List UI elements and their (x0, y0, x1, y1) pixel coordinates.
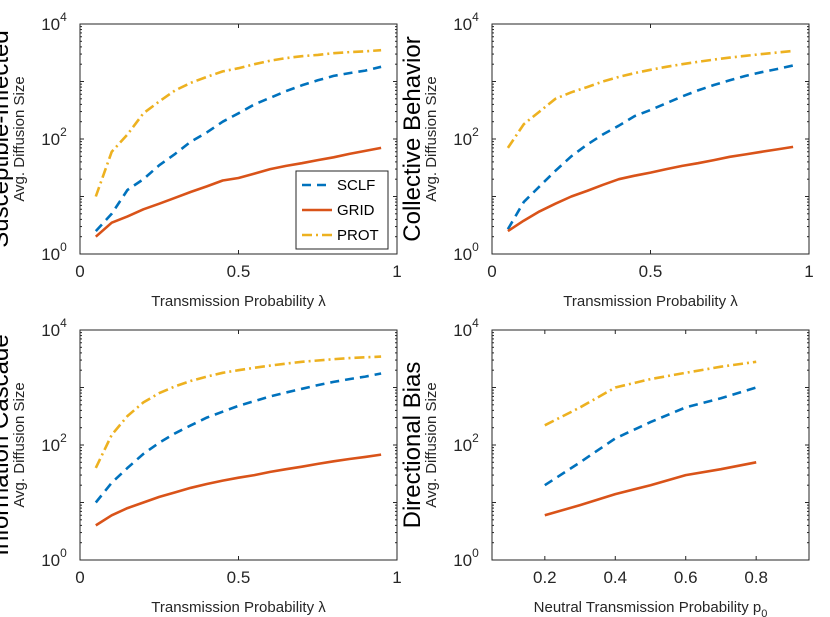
x-tick-label: 0.2 (533, 568, 557, 587)
legend-label-prot: PROT (337, 227, 379, 244)
y-tick-label: 104 (41, 316, 67, 340)
series-line-prot (94, 355, 382, 469)
panel-title: Directional Bias (399, 362, 426, 529)
panel-title: Collective Behavior (399, 36, 426, 241)
x-tick-label: 0 (487, 262, 496, 281)
x-tick-label: 0 (75, 262, 84, 281)
series-line-grid (507, 145, 794, 233)
y-tick-label: 102 (41, 125, 67, 149)
x-axis-label: Neutral Transmission Probability p0 (534, 599, 768, 617)
panel-title: Information Cascade (0, 334, 14, 555)
series-line-prot (94, 48, 382, 197)
series-line-prot (506, 49, 794, 149)
series-line-sclf (94, 65, 382, 232)
x-tick-label: 0.5 (227, 262, 251, 281)
plot-area (491, 23, 810, 255)
y-tick-label: 104 (41, 10, 67, 34)
chart-panel-2: 0 0.5 1 100 102 104 Transmission Probability λ… (399, 10, 814, 310)
x-tick-label: 0.6 (674, 568, 698, 587)
y-tick-label: 104 (453, 316, 479, 340)
plot-area (79, 329, 398, 561)
series-line-sclf (94, 372, 382, 504)
legend: SCLF GRID PROT (295, 170, 389, 250)
legend-label-sclf: SCLF (337, 177, 375, 194)
series-line-grid (544, 461, 757, 517)
chart-panel-4: 0.2 0.4 0.6 0.8 100 102 104 Neutral Transmissio… (399, 316, 810, 617)
y-axis-label: Avg. Diffusion Size (11, 382, 28, 507)
x-tick-label: 1 (804, 262, 813, 281)
series-line-grid (94, 146, 382, 238)
y-tick-label: 100 (41, 240, 67, 264)
y-axis-label: Avg. Diffusion Size (423, 76, 440, 201)
y-tick-label: 100 (41, 546, 67, 570)
y-tick-label: 100 (453, 546, 479, 570)
legend-label-grid: GRID (337, 202, 375, 219)
x-tick-label: 0.5 (227, 568, 251, 587)
plot-area (491, 329, 810, 561)
series-line-prot (544, 360, 757, 427)
x-tick-label: 1 (392, 568, 401, 587)
panel-title: Susceptible-Infected (0, 30, 14, 247)
chart-panel-1: 0 0.5 1 100 102 104 Transmission Probability λ… (0, 10, 402, 310)
x-tick-label: 0.8 (744, 568, 768, 587)
x-tick-label: 1 (392, 262, 401, 281)
x-axis-label: Transmission Probability λ (563, 293, 738, 310)
x-axis-label: Transmission Probability λ (151, 293, 326, 310)
y-tick-label: 102 (41, 431, 67, 455)
chart-panel-3: 0 0.5 1 100 102 104 Transmission Probability λ… (0, 316, 402, 616)
series-line-grid (95, 453, 382, 527)
x-tick-label: 0 (75, 568, 84, 587)
y-tick-label: 100 (453, 240, 479, 264)
series-line-sclf (544, 386, 757, 487)
y-tick-label: 102 (453, 431, 479, 455)
series-line-sclf (506, 64, 794, 230)
y-tick-label: 102 (453, 125, 479, 149)
x-tick-label: 0.5 (639, 262, 663, 281)
y-tick-label: 104 (453, 10, 479, 34)
x-axis-label: Transmission Probability λ (151, 599, 326, 616)
y-axis-label: Avg. Diffusion Size (423, 382, 440, 507)
y-axis-label: Avg. Diffusion Size (11, 76, 28, 201)
x-tick-label: 0.4 (603, 568, 627, 587)
